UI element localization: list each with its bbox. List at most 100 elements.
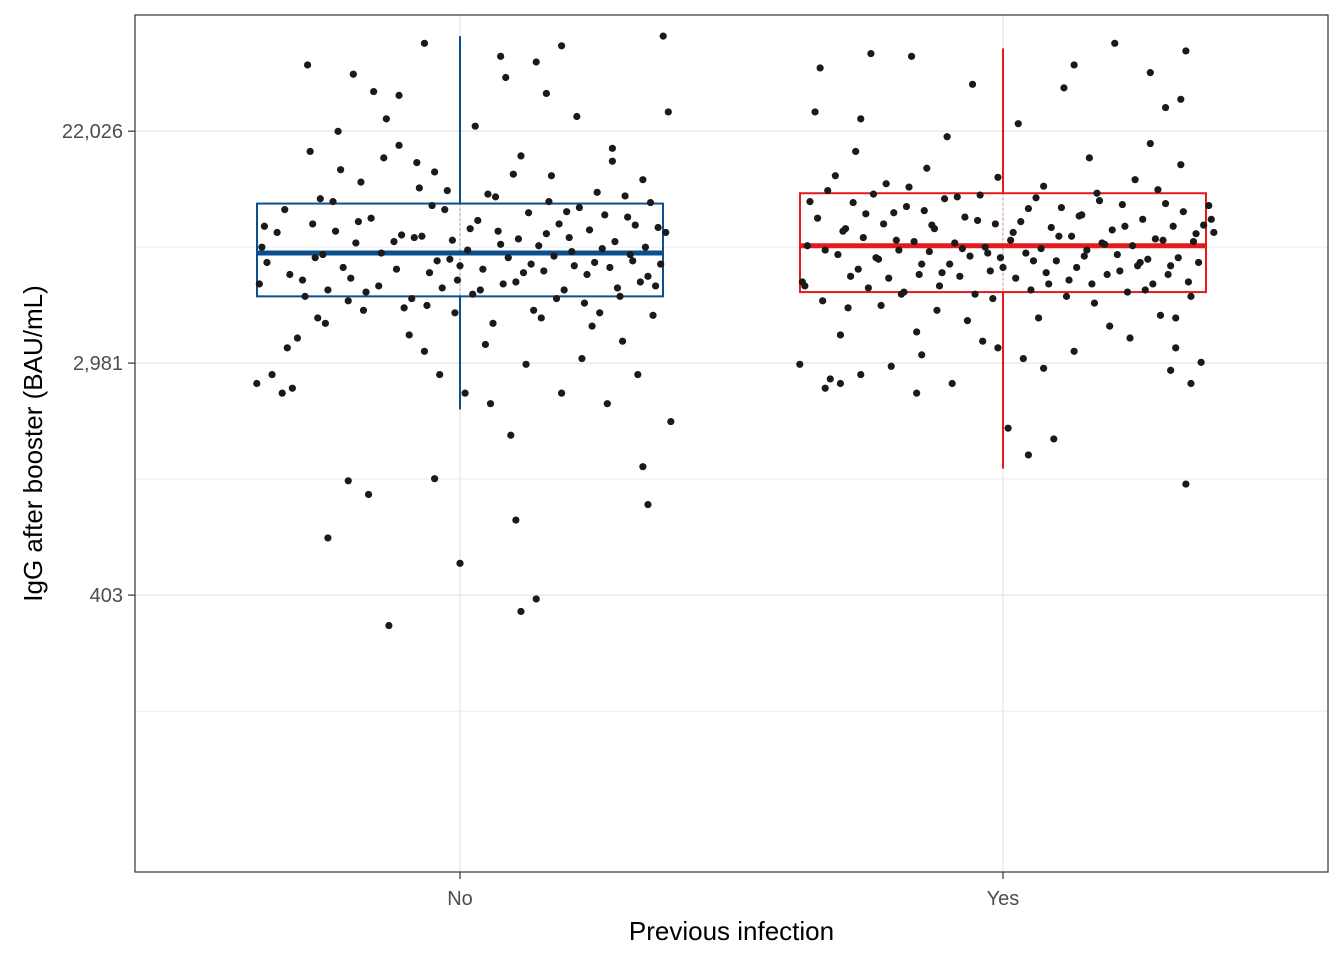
data-point: [621, 192, 629, 200]
data-point: [981, 243, 989, 251]
data-point: [451, 309, 459, 317]
data-point: [974, 216, 982, 225]
points-no: [253, 32, 675, 630]
data-point: [471, 122, 479, 130]
data-point: [951, 239, 959, 247]
data-point: [532, 595, 540, 603]
data-point: [436, 370, 444, 379]
data-point: [596, 309, 604, 317]
data-point: [1037, 245, 1045, 253]
data-point: [1111, 39, 1119, 47]
data-point: [849, 198, 857, 207]
data-point: [560, 286, 568, 294]
data-point: [283, 344, 291, 352]
x-axis: No Yes: [447, 872, 1019, 910]
data-point: [497, 52, 505, 60]
data-point: [821, 384, 829, 392]
data-point: [629, 257, 637, 265]
data-point: [552, 294, 561, 303]
data-point: [413, 158, 421, 167]
data-point: [1174, 254, 1182, 262]
data-point: [474, 216, 482, 225]
data-point: [943, 133, 951, 141]
data-point: [925, 247, 933, 256]
y-tick-label: 403: [90, 585, 123, 607]
data-point: [1106, 322, 1114, 330]
data-point: [626, 250, 634, 259]
data-point: [1027, 286, 1035, 294]
data-point: [268, 370, 276, 379]
data-point: [260, 222, 269, 230]
data-point: [618, 337, 627, 345]
data-point: [370, 87, 378, 96]
data-point: [524, 209, 533, 217]
data-point: [570, 262, 578, 270]
data-point: [517, 607, 525, 616]
data-point: [813, 214, 822, 222]
data-point: [1080, 252, 1088, 260]
data-point: [347, 274, 355, 282]
data-point: [862, 210, 870, 218]
data-point: [1164, 270, 1172, 279]
data-point: [420, 39, 429, 47]
data-point: [545, 198, 553, 206]
data-point: [1154, 186, 1162, 194]
data-point: [1207, 215, 1215, 223]
data-point: [1065, 276, 1073, 284]
data-point: [994, 173, 1002, 181]
data-point: [456, 559, 464, 567]
data-point: [585, 226, 594, 234]
data-point: [466, 225, 474, 233]
data-point: [836, 379, 845, 388]
data-point: [854, 265, 862, 273]
data-point: [481, 340, 489, 349]
data-point: [334, 127, 342, 135]
data-point: [1197, 358, 1205, 366]
data-point: [859, 233, 867, 242]
data-point: [892, 236, 900, 244]
data-point: [497, 240, 505, 248]
data-point: [286, 270, 294, 279]
data-point: [1047, 223, 1055, 232]
data-point: [522, 360, 530, 368]
data-point: [1156, 311, 1165, 319]
data-point: [514, 235, 523, 243]
data-point: [923, 164, 931, 172]
data-point: [639, 176, 647, 184]
data-point: [616, 292, 624, 300]
data-point: [963, 317, 972, 325]
data-point: [874, 255, 883, 263]
data-point: [646, 198, 655, 207]
data-point: [913, 389, 921, 397]
data-point: [316, 195, 324, 203]
data-point: [933, 306, 941, 314]
data-point: [530, 306, 538, 314]
x-axis-title: Previous infection: [629, 916, 834, 946]
data-point: [380, 154, 388, 162]
data-point: [1126, 334, 1134, 342]
data-point: [953, 193, 961, 201]
data-point: [1090, 299, 1099, 307]
data-point: [667, 417, 675, 426]
data-point: [1055, 232, 1063, 240]
data-point: [1151, 235, 1159, 243]
data-point: [375, 282, 383, 290]
data-point: [1194, 258, 1203, 267]
data-point: [654, 223, 662, 232]
data-point: [1022, 249, 1030, 257]
data-point: [651, 282, 660, 290]
data-point: [867, 50, 875, 58]
data-point: [542, 89, 550, 98]
data-point: [649, 311, 657, 319]
data-point: [1167, 366, 1175, 374]
data-point: [796, 360, 804, 368]
data-point: [1103, 270, 1111, 279]
data-point: [476, 286, 484, 294]
data-point: [940, 195, 949, 203]
data-point: [329, 198, 337, 206]
data-point: [895, 246, 903, 254]
data-point: [1034, 314, 1043, 322]
data-point: [1045, 280, 1053, 288]
data-point: [1012, 274, 1020, 282]
data-point: [479, 265, 487, 273]
